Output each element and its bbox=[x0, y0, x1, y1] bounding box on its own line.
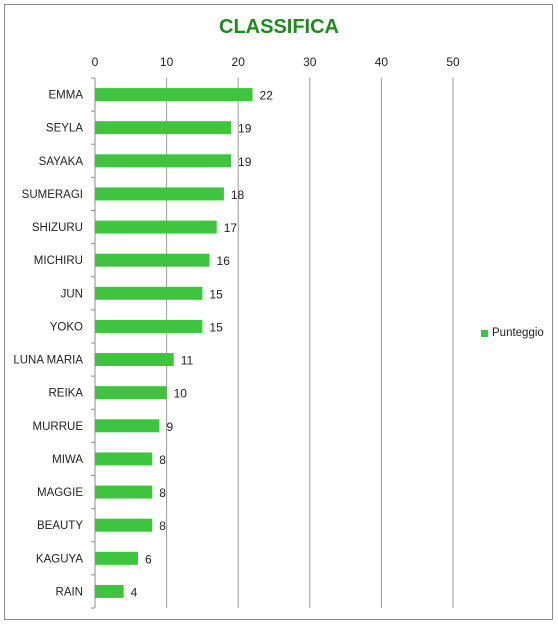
legend[interactable]: Punteggio bbox=[481, 327, 544, 339]
category-label: KAGUYA bbox=[36, 553, 83, 565]
bar-luna-maria bbox=[95, 353, 174, 367]
tick-label-30: 30 bbox=[303, 55, 317, 69]
category-label: LUNA MARIA bbox=[13, 355, 83, 367]
category-label: BEAUTY bbox=[37, 520, 83, 532]
bar-maggie bbox=[95, 485, 153, 499]
data-label: 11 bbox=[181, 354, 194, 368]
tick-label-10: 10 bbox=[160, 55, 174, 69]
bar-kaguya bbox=[95, 551, 138, 565]
category-label: YOKO bbox=[50, 321, 83, 333]
tick-label-20: 20 bbox=[232, 55, 246, 69]
bar-sumeragi bbox=[95, 187, 224, 201]
category-label: MAGGIE bbox=[37, 487, 83, 499]
category-label: MICHIRU bbox=[34, 255, 83, 267]
bar-michiru bbox=[95, 253, 210, 267]
tick-label-0: 0 bbox=[92, 55, 99, 69]
data-label: 17 bbox=[224, 221, 238, 235]
bar-shizuru bbox=[95, 220, 217, 234]
bar-miwa bbox=[95, 452, 153, 466]
category-label: SAYAKA bbox=[39, 156, 84, 168]
bar-seyla bbox=[95, 121, 232, 135]
bar-rain bbox=[95, 584, 124, 598]
legend-swatch bbox=[481, 329, 488, 337]
data-label: 19 bbox=[238, 122, 252, 136]
data-label: 6 bbox=[145, 552, 152, 566]
category-label: MURRUE bbox=[33, 421, 84, 433]
category-label: RAIN bbox=[56, 586, 83, 598]
legend-label: Punteggio bbox=[492, 327, 544, 339]
bar-jun bbox=[95, 286, 203, 300]
data-label: 10 bbox=[174, 387, 188, 401]
bar-murrue bbox=[95, 419, 160, 433]
data-label: 18 bbox=[231, 188, 245, 202]
data-label: 8 bbox=[159, 519, 166, 533]
category-label: REIKA bbox=[48, 388, 83, 400]
data-label: 8 bbox=[159, 486, 166, 500]
data-label: 15 bbox=[209, 287, 223, 301]
data-label: 8 bbox=[159, 453, 166, 467]
category-label: SUMERAGI bbox=[22, 189, 83, 201]
data-label: 15 bbox=[209, 320, 223, 334]
chart-title: CLASSIFICA bbox=[219, 16, 339, 38]
data-label: 16 bbox=[217, 254, 231, 268]
bar-yoko bbox=[95, 319, 203, 333]
bar-sayaka bbox=[95, 154, 232, 168]
data-label: 19 bbox=[238, 155, 252, 169]
tick-label-40: 40 bbox=[375, 55, 389, 69]
data-label: 9 bbox=[166, 420, 173, 434]
bar-beauty bbox=[95, 518, 153, 532]
bar-reika bbox=[95, 386, 167, 400]
data-label: 4 bbox=[131, 585, 138, 599]
category-label: SEYLA bbox=[46, 123, 83, 135]
bar-emma bbox=[95, 88, 253, 102]
category-label: MIWA bbox=[52, 454, 83, 466]
tick-label-50: 50 bbox=[446, 55, 460, 69]
category-label: JUN bbox=[61, 288, 83, 300]
category-label: EMMA bbox=[49, 90, 84, 102]
category-label: SHIZURU bbox=[32, 222, 83, 234]
data-label: 22 bbox=[260, 89, 274, 103]
